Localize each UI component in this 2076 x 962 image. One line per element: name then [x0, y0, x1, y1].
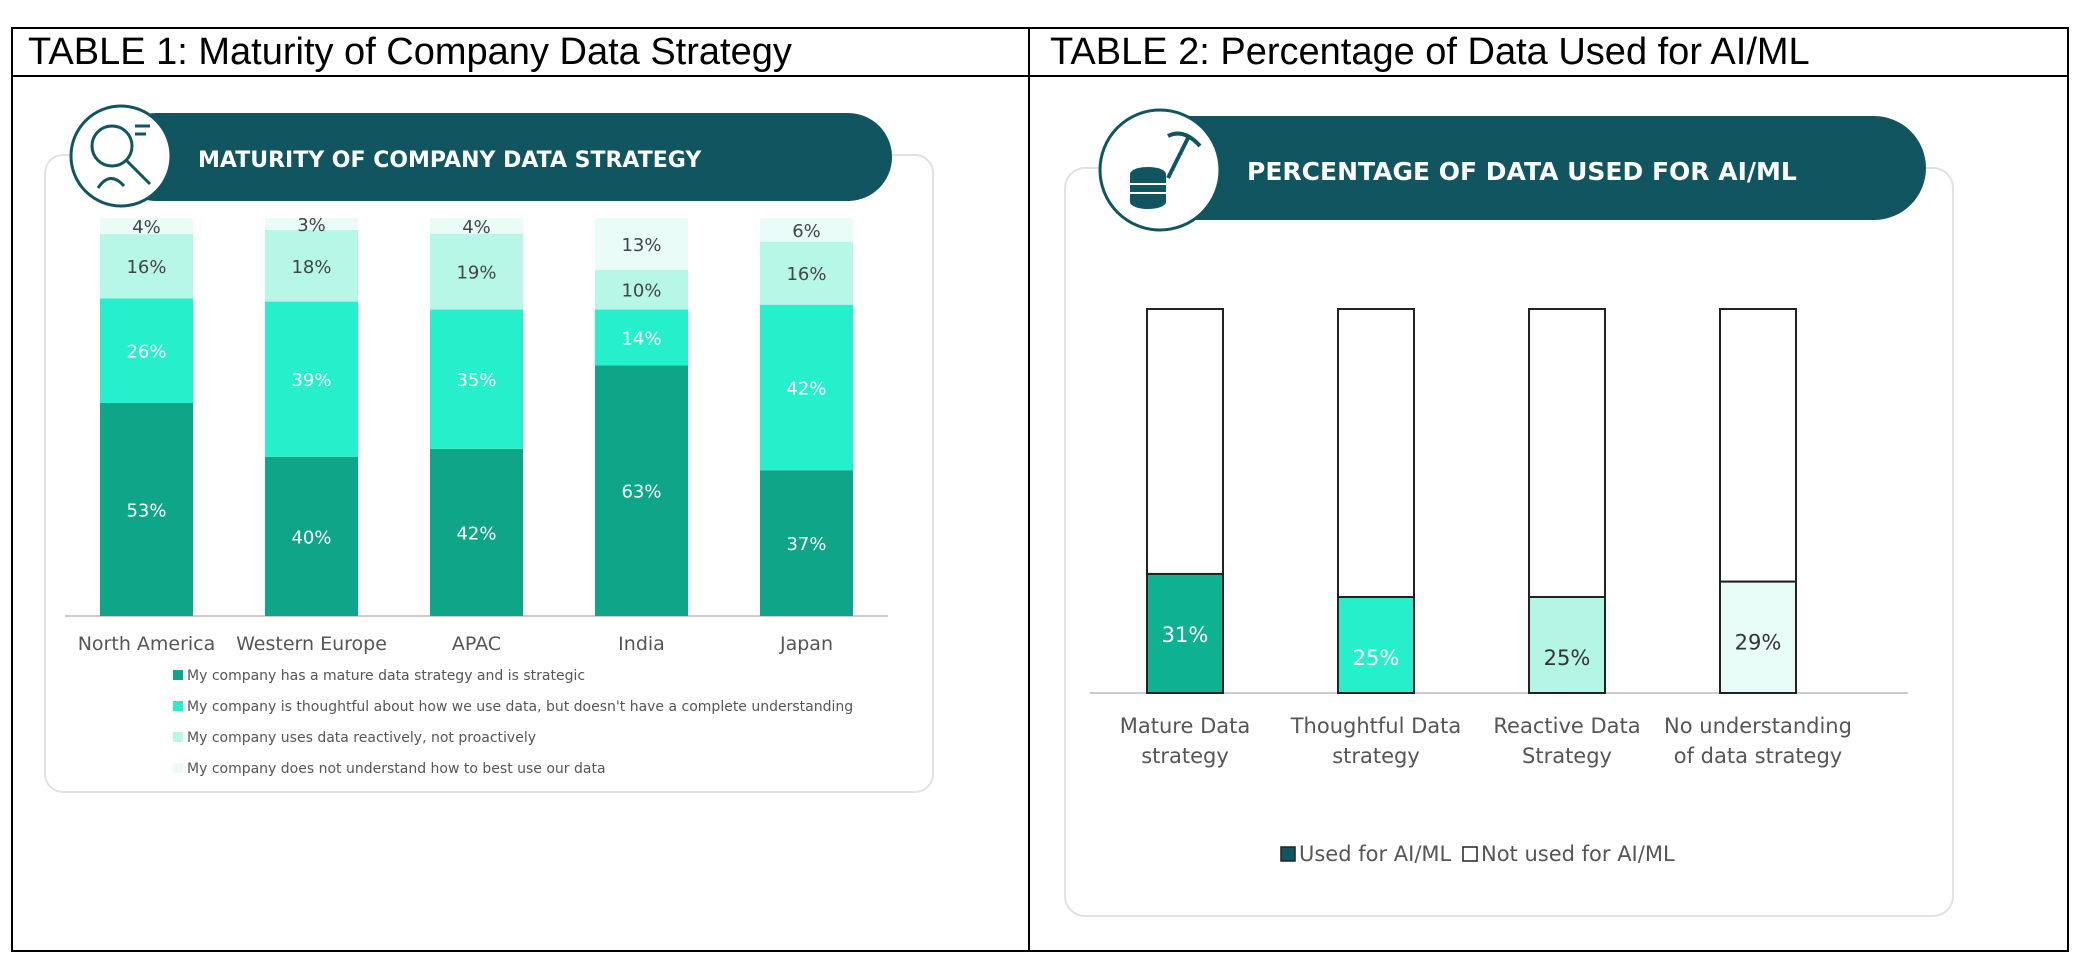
data-label: 40%: [291, 527, 331, 548]
bar-segment: [430, 233, 523, 310]
chart2-title: PERCENTAGE OF DATA USED FOR AI/ML: [1247, 157, 1797, 186]
bar-used: [1146, 572, 1224, 695]
bar-segment: [760, 304, 853, 471]
category-tick-label: Reactive Data: [1493, 714, 1640, 738]
legend-swatch: [173, 732, 183, 742]
data-label: 6%: [792, 221, 821, 242]
legend-swatch: [173, 701, 183, 711]
bar-segment: [760, 241, 853, 305]
chart1-title: MATURITY OF COMPANY DATA STRATEGY: [198, 148, 702, 173]
data-label: 39%: [291, 370, 331, 391]
legend-swatch: [1280, 846, 1296, 862]
category-tick-label: APAC: [452, 633, 501, 655]
header-divider: [11, 75, 2069, 77]
bar-segment: [100, 402, 193, 616]
bar-segment: [595, 309, 688, 366]
data-label: 35%: [456, 370, 496, 391]
bar-segment: [100, 234, 193, 299]
data-label: 29%: [1735, 631, 1782, 655]
category-tick-label: Japan: [779, 633, 833, 655]
bar-segment: [265, 218, 358, 230]
bar-used: [1719, 580, 1797, 695]
bar-segment: [760, 470, 853, 616]
data-label: 4%: [462, 217, 491, 238]
bar-segment: [265, 301, 358, 457]
data-analyst-magnifier-icon: [90, 124, 152, 189]
bar-segment: [430, 309, 523, 449]
data-label: 16%: [786, 264, 826, 285]
category-tick-label: strategy: [1141, 744, 1229, 768]
data-label: 16%: [126, 257, 166, 278]
bar-segment: [100, 298, 193, 403]
bar-segment: [430, 218, 523, 234]
legend-label: Not used for AI/ML: [1481, 842, 1675, 866]
table-frame: [11, 27, 2069, 952]
data-label: 18%: [291, 257, 331, 278]
data-label: 25%: [1544, 646, 1591, 670]
bar-used: [1528, 596, 1606, 694]
category-tick-label: strategy: [1332, 744, 1420, 768]
bar-segment: [100, 218, 193, 235]
bar-segment: [595, 269, 688, 310]
bar-segment: [595, 365, 688, 616]
category-tick-label: of data strategy: [1674, 744, 1842, 768]
category-tick-label: Thoughtful Data: [1290, 714, 1462, 738]
data-label: 3%: [297, 215, 326, 236]
bar-segment: [430, 448, 523, 616]
data-label: 42%: [456, 523, 496, 544]
category-tick-label: Strategy: [1522, 744, 1612, 768]
data-label: 14%: [621, 328, 661, 349]
legend-label: My company has a mature data strategy an…: [187, 668, 585, 684]
table1-title: TABLE 1: Maturity of Company Data Strate…: [28, 31, 792, 73]
bar-used: [1337, 596, 1415, 694]
chart1-banner: [112, 113, 892, 201]
legend-label: My company uses data reactively, not pro…: [187, 730, 536, 746]
data-label: 53%: [126, 500, 166, 521]
legend-swatch: [173, 670, 183, 680]
data-label: 42%: [786, 378, 826, 399]
column-divider: [1028, 27, 1030, 952]
legend-swatch: [173, 763, 183, 773]
data-label: 13%: [621, 235, 661, 256]
bar-segment: [265, 456, 358, 616]
bar-not-used: [1146, 308, 1224, 575]
table2-title: TABLE 2: Percentage of Data Used for AI/…: [1050, 31, 1810, 73]
data-label: 31%: [1162, 623, 1209, 647]
category-tick-label: India: [618, 633, 665, 655]
bar-not-used: [1719, 308, 1797, 583]
bar-not-used: [1337, 308, 1415, 598]
bar-not-used: [1528, 308, 1606, 598]
data-label: 26%: [126, 342, 166, 363]
legend-swatch: [1462, 846, 1478, 862]
category-tick-label: Western Europe: [236, 633, 387, 655]
data-label: 4%: [132, 217, 161, 238]
bar-segment: [760, 218, 853, 242]
chart2-banner: [1102, 116, 1926, 220]
database-pickaxe-icon: [1130, 131, 1202, 209]
category-tick-label: No understanding: [1664, 714, 1852, 738]
legend-label: My company is thoughtful about how we us…: [187, 699, 853, 715]
category-tick-label: North America: [78, 633, 216, 655]
legend-label: Used for AI/ML: [1299, 842, 1452, 866]
legend-label: My company does not understand how to be…: [187, 761, 606, 777]
data-label: 25%: [1353, 646, 1400, 670]
bar-segment: [595, 218, 688, 270]
data-label: 19%: [456, 263, 496, 284]
data-label: 63%: [621, 482, 661, 503]
data-label: 37%: [786, 534, 826, 555]
data-label: 10%: [621, 281, 661, 302]
bar-segment: [265, 229, 358, 302]
category-tick-label: Mature Data: [1120, 714, 1250, 738]
